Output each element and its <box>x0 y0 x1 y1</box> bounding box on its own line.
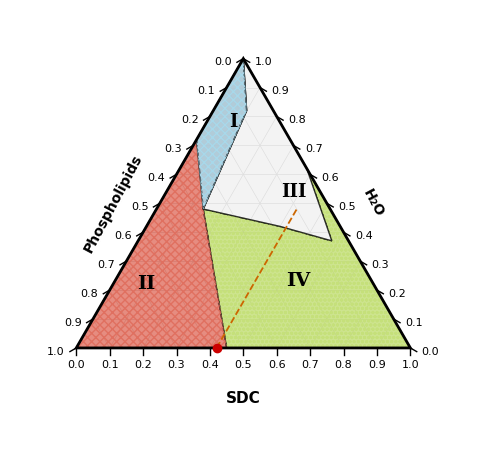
Text: IV: IV <box>286 272 310 290</box>
Text: 0.3: 0.3 <box>164 144 182 154</box>
Text: 0.5: 0.5 <box>338 202 356 212</box>
Text: 1.0: 1.0 <box>402 360 419 370</box>
Text: 0.7: 0.7 <box>98 260 115 270</box>
Text: Phospholipids: Phospholipids <box>81 152 145 255</box>
Text: 0.4: 0.4 <box>148 173 165 183</box>
Text: 0.3: 0.3 <box>168 360 186 370</box>
Text: 0.7: 0.7 <box>305 144 322 154</box>
Text: 0.1: 0.1 <box>198 86 215 96</box>
Polygon shape <box>196 58 246 209</box>
Text: 0.4: 0.4 <box>201 360 219 370</box>
Text: 0.6: 0.6 <box>114 231 132 241</box>
Text: 0.9: 0.9 <box>368 360 386 370</box>
Text: 0.5: 0.5 <box>131 202 148 212</box>
Text: SDC: SDC <box>226 392 260 406</box>
Text: 0.8: 0.8 <box>334 360 352 370</box>
Text: 0.0: 0.0 <box>422 346 440 356</box>
Text: 1.0: 1.0 <box>48 346 65 356</box>
Text: 0.7: 0.7 <box>302 360 319 370</box>
Text: 0.1: 0.1 <box>405 318 422 328</box>
Text: 0.9: 0.9 <box>272 86 289 96</box>
Text: 0.8: 0.8 <box>80 289 98 299</box>
Text: 0.3: 0.3 <box>372 260 389 270</box>
Text: 0.4: 0.4 <box>355 231 372 241</box>
Text: III: III <box>280 183 306 201</box>
Text: 0.0: 0.0 <box>214 57 232 68</box>
Text: 0.8: 0.8 <box>288 115 306 125</box>
Text: 0.2: 0.2 <box>181 115 198 125</box>
Text: I: I <box>229 113 237 131</box>
Text: 0.9: 0.9 <box>64 318 82 328</box>
Text: 0.5: 0.5 <box>234 360 252 370</box>
Text: 1.0: 1.0 <box>254 57 272 68</box>
Polygon shape <box>203 169 410 348</box>
Text: 0.0: 0.0 <box>68 360 85 370</box>
Text: 0.1: 0.1 <box>101 360 118 370</box>
Text: 0.6: 0.6 <box>268 360 285 370</box>
Text: 0.2: 0.2 <box>134 360 152 370</box>
Text: 0.2: 0.2 <box>388 289 406 299</box>
Text: H₂O: H₂O <box>360 187 386 220</box>
Text: 0.6: 0.6 <box>322 173 339 183</box>
Text: II: II <box>138 275 156 293</box>
Polygon shape <box>203 58 332 241</box>
Polygon shape <box>76 58 246 348</box>
